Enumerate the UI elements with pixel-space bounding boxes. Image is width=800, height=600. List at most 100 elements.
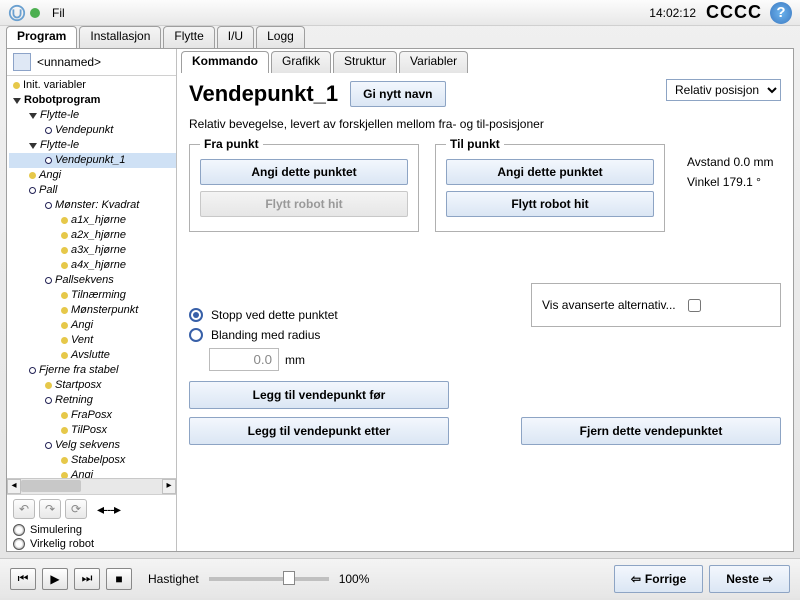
sim-row-virkelig[interactable]: Virkelig robot (7, 537, 176, 551)
ur-logo-icon (8, 4, 26, 22)
file-name: <unnamed> (37, 55, 101, 69)
sub-tabs: Kommando Grafikk Struktur Variabler (177, 49, 793, 73)
clock-text: 14:02:12 (649, 6, 696, 20)
tree-angi2[interactable]: Angi (9, 318, 176, 333)
tree-tilnaerming[interactable]: Tilnærming (9, 288, 176, 303)
program-tree[interactable]: Init. variabler Robotprogram Flytte-le V… (7, 76, 176, 478)
radio-checked-icon (189, 308, 203, 322)
main-tabs: Program Installasjon Flytte I/U Logg (0, 26, 800, 48)
legg-etter-button[interactable]: Legg til vendepunkt etter (189, 417, 449, 445)
topbar: Fil 14:02:12 CCCC ? (0, 0, 800, 26)
tree-a3x[interactable]: a3x_hjørne (9, 243, 176, 258)
blend-unit: mm (285, 353, 305, 367)
tree-pallsekvens[interactable]: Pallsekvens (9, 273, 176, 288)
tree-a1x[interactable]: a1x_hjørne (9, 213, 176, 228)
skip-fwd-button[interactable]: ⏭ (74, 568, 100, 590)
subtab-variabler[interactable]: Variabler (399, 51, 468, 73)
tree-monster[interactable]: Mønster: Kvadrat (9, 198, 176, 213)
tree-vendepunkt[interactable]: Vendepunkt (9, 123, 176, 138)
sim-row-simulering[interactable]: Simulering (7, 523, 176, 537)
til-angi-button[interactable]: Angi dette punktet (446, 159, 654, 185)
subtab-kommando[interactable]: Kommando (181, 51, 269, 73)
metrics: Avstand 0.0 mm Vinkel 179.1 ° (687, 155, 773, 232)
tree-hscroll[interactable]: ◂ ▸ (7, 478, 176, 494)
help-icon[interactable]: ? (770, 2, 792, 24)
tree-startposx[interactable]: Startposx (9, 378, 176, 393)
tree-nav-buttons: ↶ ↷ ⟳ ◂---▸ (7, 494, 176, 523)
tree-velg[interactable]: Velg sekvens (9, 438, 176, 453)
tree-vendepunkt1[interactable]: Vendepunkt_1 (9, 153, 176, 168)
fra-angi-button[interactable]: Angi dette punktet (200, 159, 408, 185)
arrow-group-icon[interactable]: ◂---▸ (97, 501, 120, 518)
tree-monsterpunkt[interactable]: Mønsterpunkt (9, 303, 176, 318)
tab-installasjon[interactable]: Installasjon (79, 26, 161, 48)
neste-button[interactable]: Neste⇨ (709, 565, 790, 593)
tree-init[interactable]: Init. variabler (9, 78, 176, 93)
page-title: Vendepunkt_1 (189, 81, 338, 107)
forrige-button[interactable]: ⇦Forrige (614, 565, 703, 593)
arrow-right-icon: ⇨ (763, 572, 773, 586)
tree-flytte1[interactable]: Flytte-le (9, 108, 176, 123)
skip-back-button[interactable]: ⏮ (10, 568, 36, 590)
tree-a2x[interactable]: a2x_hjørne (9, 228, 176, 243)
tree-pall[interactable]: Pall (9, 183, 176, 198)
adv-checkbox[interactable] (688, 299, 701, 312)
fra-punkt-box: Fra punkt Angi dette punktet Flytt robot… (189, 137, 419, 232)
footer: ⏮ ▶ ⏭ ■ Hastighet 100% ⇦Forrige Neste⇨ (0, 558, 800, 598)
blanding-radio[interactable]: Blanding med radius (189, 328, 781, 342)
legg-for-button[interactable]: Legg til vendepunkt før (189, 381, 449, 409)
advanced-box: Vis avanserte alternativ... (531, 283, 781, 327)
tree-fraposx[interactable]: FraPosx (9, 408, 176, 423)
description-text: Relativ bevegelse, levert av forskjellen… (189, 117, 781, 131)
main-container: <unnamed> Init. variabler Robotprogram F… (6, 48, 794, 552)
fjern-button[interactable]: Fjern dette vendepunktet (521, 417, 781, 445)
til-legend: Til punkt (446, 137, 504, 151)
tree-avslutte[interactable]: Avslutte (9, 348, 176, 363)
tree-angi[interactable]: Angi (9, 168, 176, 183)
tree-stabelposx[interactable]: Stabelposx (9, 453, 176, 468)
tab-flytte[interactable]: Flytte (163, 26, 214, 48)
disk-icon[interactable] (13, 53, 31, 71)
cc-label: CCCC (706, 2, 762, 23)
vinkel-text: Vinkel 179.1 ° (687, 175, 773, 189)
tab-logg[interactable]: Logg (256, 26, 305, 48)
scroll-right-icon[interactable]: ▸ (162, 479, 176, 494)
fra-legend: Fra punkt (200, 137, 263, 151)
tree-tilposx[interactable]: TilPosx (9, 423, 176, 438)
tab-iu[interactable]: I/U (217, 26, 254, 48)
subtab-struktur[interactable]: Struktur (333, 51, 397, 73)
subtab-grafikk[interactable]: Grafikk (271, 51, 331, 73)
radio-unchecked-icon (189, 328, 203, 342)
scroll-thumb[interactable] (21, 480, 81, 492)
redo-button[interactable]: ↷ (39, 499, 61, 519)
tree-angi3[interactable]: Angi (9, 468, 176, 478)
tree-retning[interactable]: Retning (9, 393, 176, 408)
undo-button[interactable]: ↶ (13, 499, 35, 519)
fra-flytt-button: Flytt robot hit (200, 191, 408, 217)
scroll-left-icon[interactable]: ◂ (7, 479, 21, 494)
til-flytt-button[interactable]: Flytt robot hit (446, 191, 654, 217)
status-dot-icon (30, 8, 40, 18)
til-punkt-box: Til punkt Angi dette punktet Flytt robot… (435, 137, 665, 232)
arrow-left-icon: ⇦ (631, 572, 641, 586)
tree-robot[interactable]: Robotprogram (9, 93, 176, 108)
stop-button[interactable]: ■ (106, 568, 132, 590)
tree-fjerne[interactable]: Fjerne fra stabel (9, 363, 176, 378)
left-panel: <unnamed> Init. variabler Robotprogram F… (7, 49, 177, 551)
slider-thumb-icon[interactable] (283, 571, 295, 585)
rename-button[interactable]: Gi nytt navn (350, 81, 445, 107)
tree-a4x[interactable]: a4x_hjørne (9, 258, 176, 273)
tree-vent[interactable]: Vent (9, 333, 176, 348)
blend-input[interactable] (209, 348, 279, 371)
position-select[interactable]: Relativ posisjon (666, 79, 781, 101)
sync-button[interactable]: ⟳ (65, 499, 87, 519)
file-row: <unnamed> (7, 49, 176, 76)
tab-program[interactable]: Program (6, 26, 77, 48)
tree-flytte2[interactable]: Flytte-le (9, 138, 176, 153)
menu-fil[interactable]: Fil (46, 6, 71, 20)
play-button[interactable]: ▶ (42, 568, 68, 590)
adv-label: Vis avanserte alternativ... (542, 298, 676, 312)
speed-slider[interactable] (209, 577, 329, 581)
content-area: Relativ posisjon Vendepunkt_1 Gi nytt na… (177, 73, 793, 551)
avstand-text: Avstand 0.0 mm (687, 155, 773, 169)
